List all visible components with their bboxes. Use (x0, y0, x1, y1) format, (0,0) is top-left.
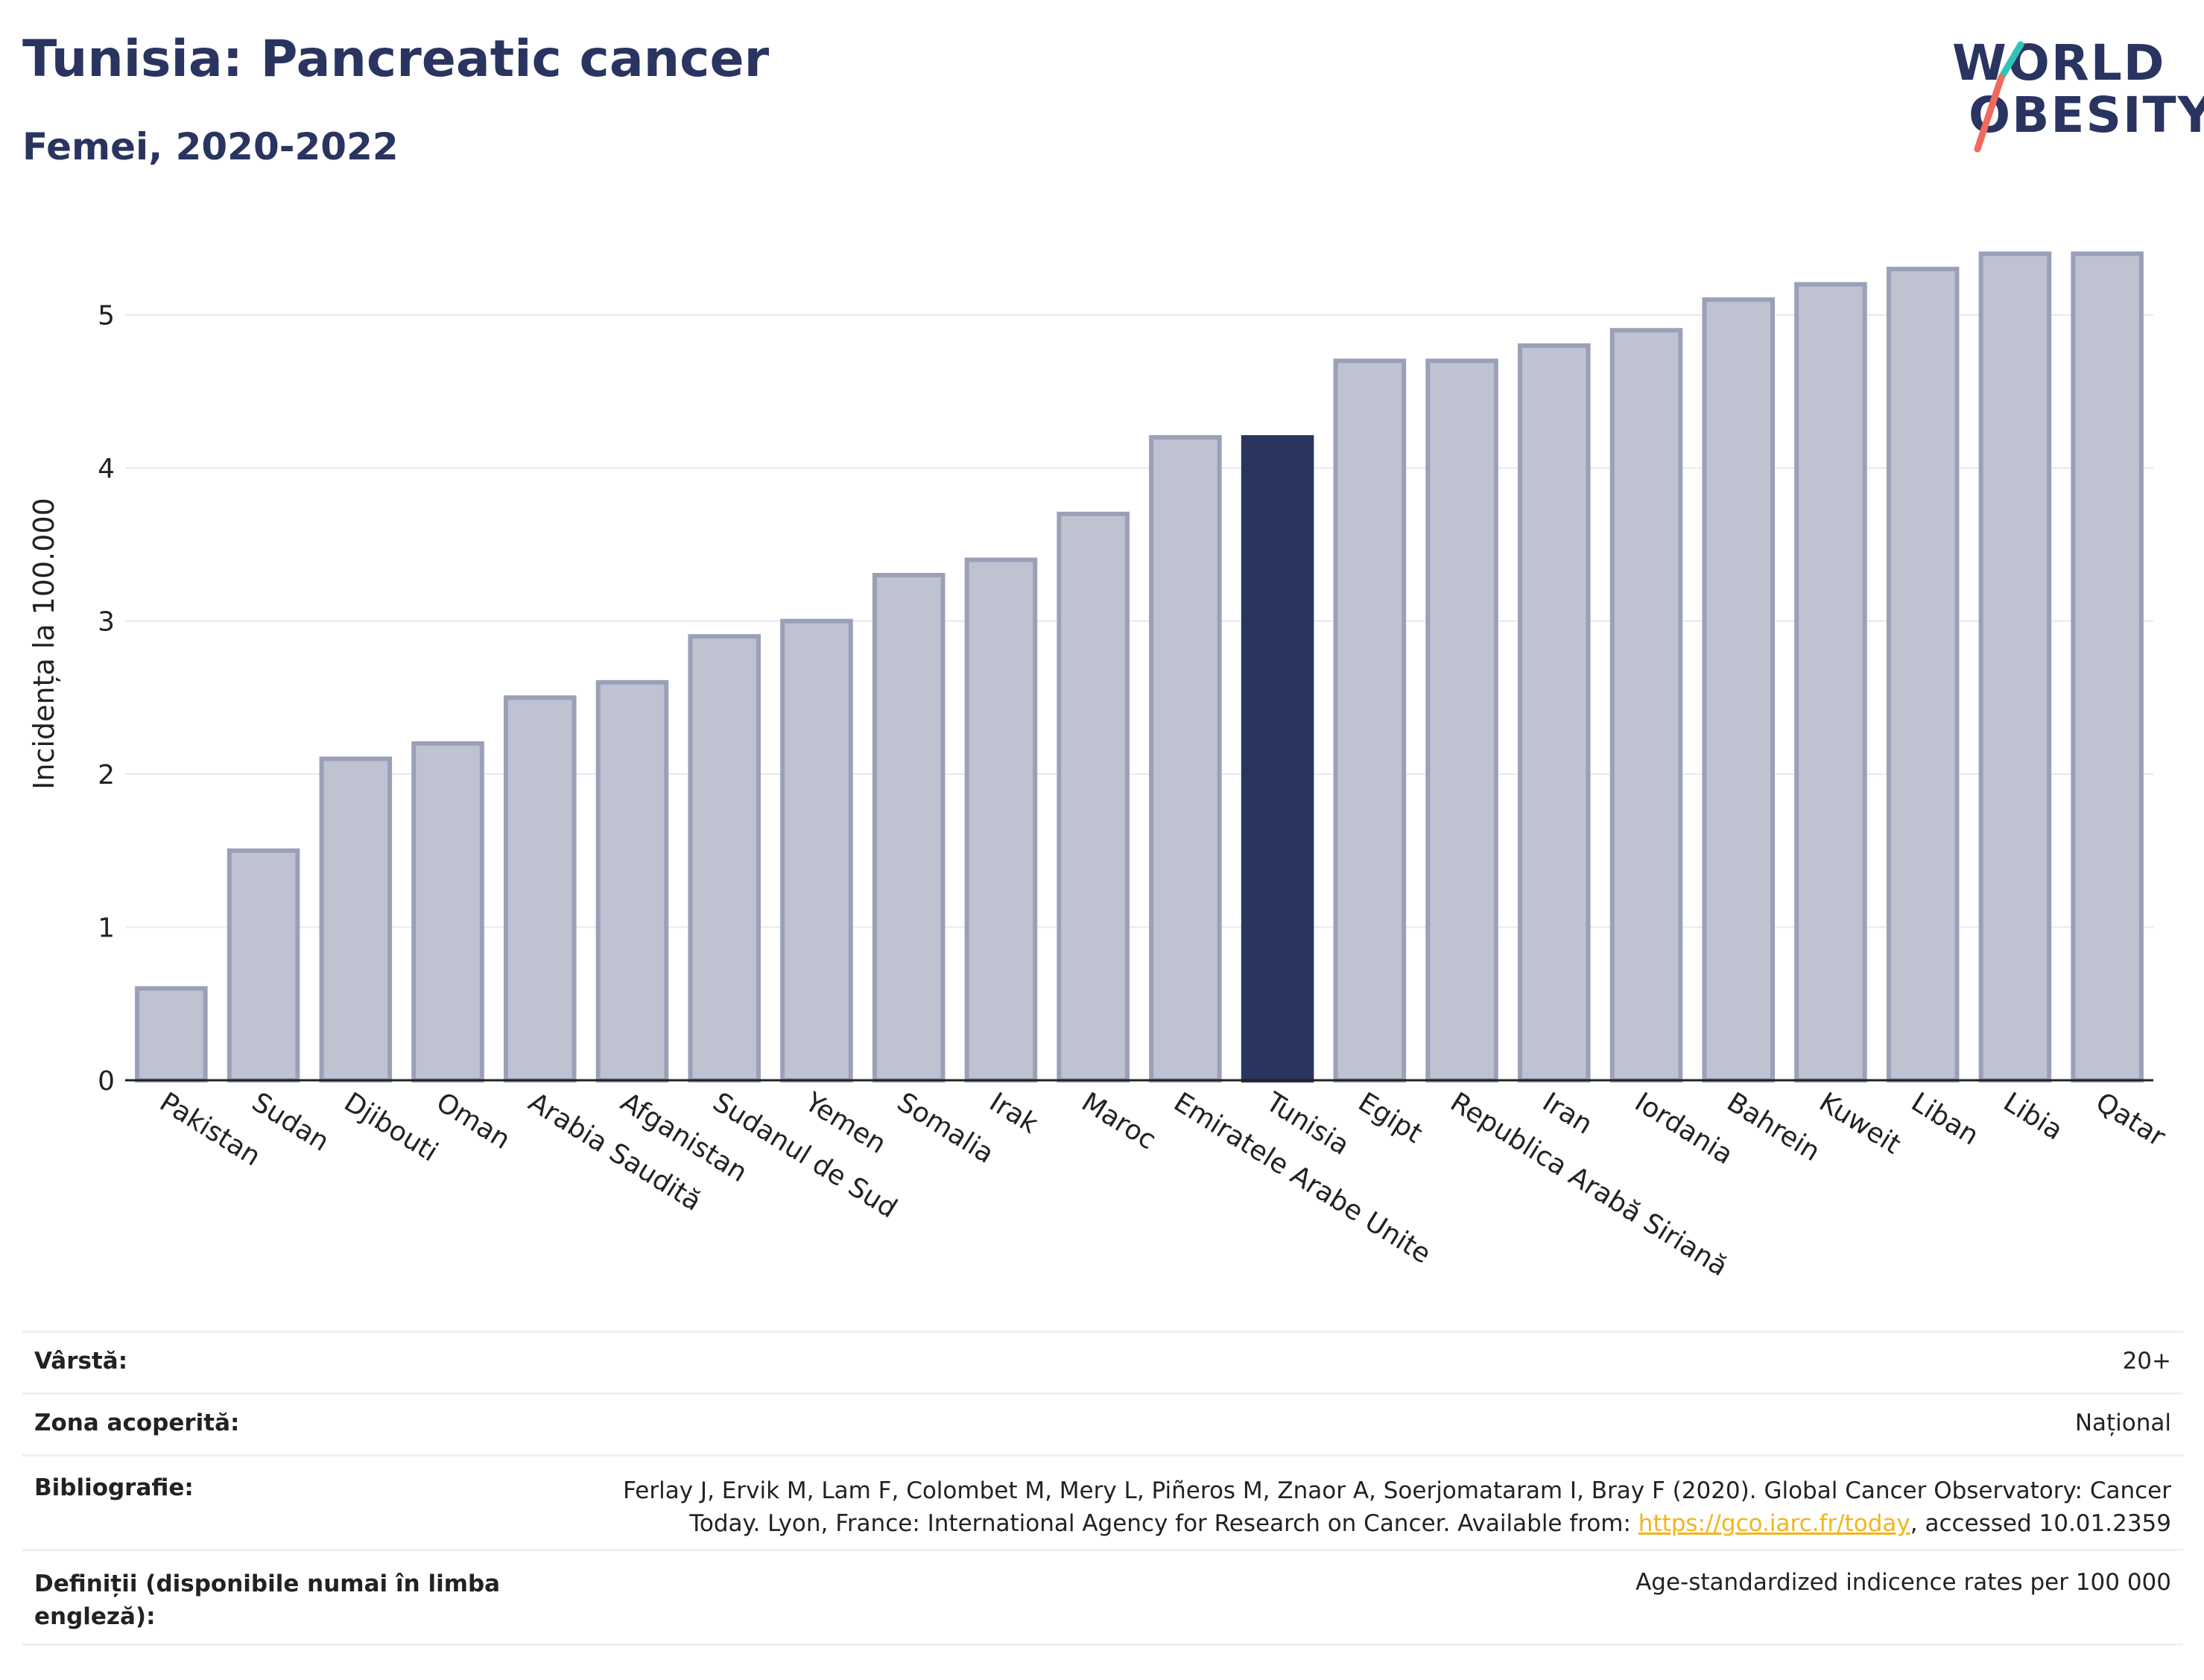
bar-tunisia (1241, 435, 1314, 1083)
x-tick-label: Maroc (1076, 1087, 1161, 1156)
logo-text-line2: OBESITY (1969, 86, 2204, 144)
bar-iran (1517, 343, 1591, 1083)
y-tick-label: 2 (98, 760, 115, 790)
bar-sudanul-de-sud (688, 634, 761, 1083)
info-row-bibliography: Bibliografie: Ferlay J, Ervik M, Lam F, … (22, 1454, 2183, 1549)
x-tick-label: Kuweit (1814, 1087, 1906, 1161)
bar-liban (1886, 267, 1960, 1083)
y-tick-label: 1 (98, 913, 115, 944)
logo-text-line1: WORLD (1952, 34, 2166, 92)
definitions-label-line1: Definiții (disponibile numai în limba (34, 1570, 501, 1597)
bar-arabia-saudit- (503, 695, 577, 1083)
bar-bahrein (1702, 297, 1776, 1083)
bar-somalia (872, 573, 946, 1083)
x-tick-label: Iran (1537, 1087, 1597, 1141)
bar-libia (1978, 251, 2052, 1083)
info-table: Vârstă: 20+ Zona acoperită: Național Bib… (22, 1331, 2183, 1646)
bar-yemen (780, 618, 853, 1083)
info-value: 20+ (2122, 1348, 2171, 1375)
x-tick-label: Qatar (2090, 1087, 2170, 1153)
bar-pakistan (135, 986, 208, 1083)
bar-maroc (1057, 511, 1130, 1083)
bibliography-accessed: , accessed 10.01.2359 (1910, 1510, 2171, 1537)
x-tick-label: Bahrein (1721, 1087, 1825, 1167)
bar-emiratele-arabe-unite (1149, 435, 1222, 1083)
page-title: Tunisia: Pancreatic cancer (22, 30, 770, 89)
info-value: Ferlay J, Ervik M, Lam F, Colombet M, Me… (623, 1474, 2171, 1540)
bar-irak (964, 557, 1038, 1083)
x-tick-label: Irak (984, 1087, 1044, 1140)
x-tick-label: Iordania (1630, 1087, 1738, 1170)
bibliography-line2: Today. Lyon, France: International Agenc… (623, 1507, 2171, 1540)
page-subtitle: Femei, 2020-2022 (22, 125, 399, 168)
y-tick-label: 4 (98, 454, 115, 484)
y-tick-label: 5 (98, 301, 115, 332)
x-tick-label: Libia (1998, 1087, 2068, 1147)
bibliography-line1: Ferlay J, Ervik M, Lam F, Colombet M, Me… (623, 1477, 2171, 1504)
logo-slash-icon (1974, 41, 2024, 153)
bar-sudan (227, 848, 300, 1083)
info-row-definitions: Definiții (disponibile numai în limba en… (22, 1549, 2183, 1646)
bar-iordania (1609, 328, 1683, 1083)
info-label: Zona acoperită: (34, 1410, 240, 1436)
info-label: Bibliografie: (34, 1474, 194, 1501)
info-value: Age-standardized indicence rates per 100… (1635, 1569, 2171, 1596)
world-obesity-logo: WORLD OBESITY (1937, 22, 2204, 156)
bar-qatar (2071, 251, 2144, 1083)
x-tick-label: Oman (431, 1087, 516, 1156)
x-tick-label: Pakistan (154, 1087, 266, 1173)
y-tick-label: 0 (98, 1066, 115, 1097)
bar-afganistan (595, 679, 669, 1083)
info-label: Definiții (disponibile numai în limba en… (34, 1568, 500, 1633)
bar-egipt (1333, 358, 1407, 1083)
definitions-label-line2: engleză): (34, 1603, 156, 1630)
y-axis-label: Incidența la 100.000 (28, 498, 60, 790)
info-row-coverage: Zona acoperită: Național (22, 1392, 2183, 1454)
x-tick-label: Djibouti (339, 1087, 443, 1168)
bars (135, 251, 2144, 1083)
x-tick-label: Liban (1906, 1087, 1984, 1152)
bar-kuweit (1794, 282, 1867, 1083)
bar-oman (411, 741, 484, 1083)
x-tick-label: Egipt (1353, 1087, 1428, 1150)
info-row-age: Vârstă: 20+ (22, 1331, 2183, 1392)
y-tick-labels: 0 1 2 3 4 5 (98, 301, 115, 1097)
info-value: Național (2074, 1410, 2171, 1436)
bibliography-text: Today. Lyon, France: International Agenc… (689, 1510, 1638, 1537)
info-label: Vârstă: (34, 1348, 128, 1375)
bar-djibouti (319, 756, 393, 1083)
bar-republica-arab-sirian- (1425, 358, 1498, 1083)
source-link[interactable]: https://gco.iarc.fr/today (1638, 1510, 1910, 1537)
x-tick-label: Somalia (892, 1087, 999, 1170)
y-tick-label: 3 (98, 607, 115, 638)
